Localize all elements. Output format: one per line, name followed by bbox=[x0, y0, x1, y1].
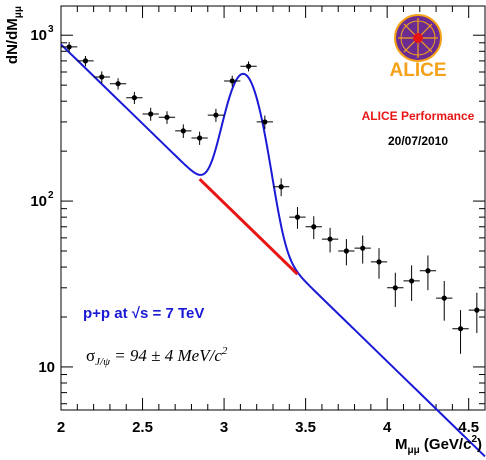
performance-title: ALICE Performance bbox=[362, 109, 475, 123]
axis-ticks bbox=[60, 6, 486, 410]
data-point bbox=[126, 91, 143, 104]
data-point bbox=[403, 265, 420, 301]
y-tick-label-base: 10 bbox=[38, 359, 55, 376]
sigma-sup: 2 bbox=[222, 345, 228, 357]
data-point bbox=[419, 255, 437, 291]
alice-logo-text: ALICE bbox=[390, 60, 447, 81]
data-point bbox=[436, 280, 453, 321]
data-point-marker bbox=[409, 278, 415, 284]
data-point-marker bbox=[343, 248, 349, 254]
x-tick-label: 4.5 bbox=[458, 419, 479, 436]
y-tick-label-exp: 2 bbox=[48, 190, 54, 201]
data-point-marker bbox=[441, 295, 447, 301]
data-point bbox=[61, 42, 78, 53]
data-point-marker bbox=[376, 259, 382, 265]
data-point bbox=[93, 71, 110, 84]
data-point bbox=[468, 292, 485, 334]
data-point bbox=[175, 124, 192, 139]
x-axis-title-main: M bbox=[395, 436, 408, 453]
x-tick-label: 3 bbox=[220, 419, 228, 436]
data-point-marker bbox=[229, 78, 235, 84]
data-point bbox=[387, 272, 404, 307]
x-tick-label: 4 bbox=[383, 419, 392, 436]
fit-background-curve bbox=[198, 178, 299, 276]
data-point-marker bbox=[164, 114, 170, 120]
data-point bbox=[289, 207, 306, 229]
data-point-marker bbox=[311, 224, 317, 230]
data-point bbox=[77, 55, 94, 67]
data-point-marker bbox=[99, 74, 105, 80]
y-tick-label: 10 bbox=[30, 193, 47, 210]
sigma-sub: J/ψ bbox=[95, 356, 110, 368]
x-axis-title-sub: μμ bbox=[408, 445, 420, 456]
data-point-marker bbox=[148, 111, 154, 117]
x-tick-labels: 2 2.5 3 3.5 4 4.5 bbox=[57, 419, 479, 436]
data-point-marker bbox=[66, 44, 72, 50]
data-point-marker bbox=[392, 285, 398, 291]
y-tick-label-base: 10 bbox=[30, 193, 47, 210]
x-axis-title-unit: (GeV/c bbox=[420, 436, 472, 453]
y-tick-label-exp: 3 bbox=[48, 24, 54, 35]
y-tick-label-base: 10 bbox=[30, 27, 47, 44]
energy-label: p+p at √s = 7 TeV bbox=[83, 305, 204, 322]
data-point-marker bbox=[115, 81, 121, 87]
data-point bbox=[321, 227, 339, 253]
data-point-marker bbox=[360, 245, 366, 251]
data-point bbox=[370, 248, 388, 279]
y-tick-label: 10 bbox=[38, 359, 55, 376]
fit-total-curve bbox=[60, 43, 486, 458]
x-axis-title: Mμμ (GeV/c2) bbox=[395, 434, 482, 456]
performance-date: 20/07/2010 bbox=[388, 134, 448, 148]
y-axis-title-sub: μμ bbox=[13, 6, 24, 18]
data-point bbox=[142, 107, 159, 121]
y-axis-title: dN/dMμμ bbox=[4, 6, 24, 64]
fit-total-layer bbox=[60, 43, 486, 458]
data-point bbox=[158, 111, 176, 124]
energy-label-prefix: p+p at bbox=[83, 305, 132, 322]
data-point bbox=[305, 216, 322, 240]
x-tick-label: 3.5 bbox=[295, 419, 316, 436]
data-point bbox=[256, 115, 273, 129]
y-tick-label: 10 bbox=[30, 27, 47, 44]
data-point bbox=[240, 61, 257, 72]
x-axis-title-unit-sup: 2 bbox=[471, 434, 477, 445]
data-point-marker bbox=[457, 326, 464, 332]
sigma-symbol: σ bbox=[86, 346, 95, 365]
data-point bbox=[354, 235, 371, 264]
energy-label-sqrt: √ bbox=[132, 305, 141, 322]
sigma-label: σJ/ψ = 94 ± 4 MeV/c2 bbox=[86, 345, 228, 368]
data-points-layer bbox=[61, 42, 485, 354]
x-axis-title-unit-close: ) bbox=[477, 436, 482, 453]
fit-background-layer bbox=[198, 178, 299, 276]
data-point-marker bbox=[245, 63, 252, 69]
data-point bbox=[207, 108, 225, 122]
data-point-marker bbox=[197, 135, 203, 141]
data-point-marker bbox=[278, 184, 284, 190]
data-point-marker bbox=[425, 268, 431, 274]
data-point-marker bbox=[262, 119, 268, 125]
y-axis-title-main: dN/dM bbox=[4, 18, 21, 64]
alice-logo: ALICE bbox=[390, 14, 447, 81]
data-point-marker bbox=[474, 307, 480, 313]
svg-text:p+p at √s = 7 TeV: p+p at √s = 7 TeV bbox=[83, 305, 204, 322]
data-point-marker bbox=[82, 58, 89, 64]
x-tick-label: 2 bbox=[57, 419, 65, 436]
data-point bbox=[452, 310, 469, 354]
sigma-value: = 94 ± 4 MeV/c bbox=[110, 346, 222, 365]
data-point-marker bbox=[180, 128, 186, 134]
data-point-marker bbox=[327, 236, 333, 242]
x-tick-label: 2.5 bbox=[132, 419, 153, 436]
data-point bbox=[273, 178, 290, 197]
data-point-marker bbox=[213, 112, 219, 118]
energy-label-s: s bbox=[140, 305, 148, 322]
data-point bbox=[191, 131, 208, 145]
data-point bbox=[224, 75, 241, 87]
data-point bbox=[109, 78, 127, 90]
data-point-marker bbox=[294, 214, 301, 220]
data-point-marker bbox=[131, 95, 137, 101]
data-point bbox=[338, 239, 355, 266]
energy-label-suffix: = 7 TeV bbox=[148, 305, 204, 322]
